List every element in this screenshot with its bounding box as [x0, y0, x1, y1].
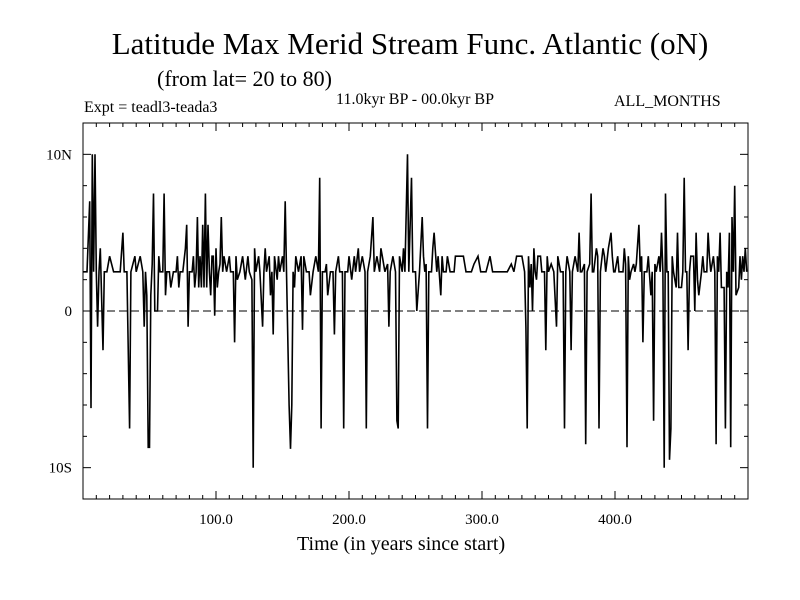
x-tick-label: 400.0 [598, 512, 632, 528]
y-tick-label: 0 [65, 304, 73, 320]
x-tick-label: 200.0 [332, 512, 366, 528]
y-tick-label: 10N [46, 147, 72, 163]
plot-area: 100.0 200.0 300.0 400.0 10N 0 10S [0, 0, 800, 600]
y-tick-label: 10S [49, 461, 72, 477]
x-tick-label: 100.0 [199, 512, 233, 528]
axis-tick-labels: 100.0 200.0 300.0 400.0 10N 0 10S [46, 147, 632, 528]
x-tick-label: 300.0 [465, 512, 499, 528]
